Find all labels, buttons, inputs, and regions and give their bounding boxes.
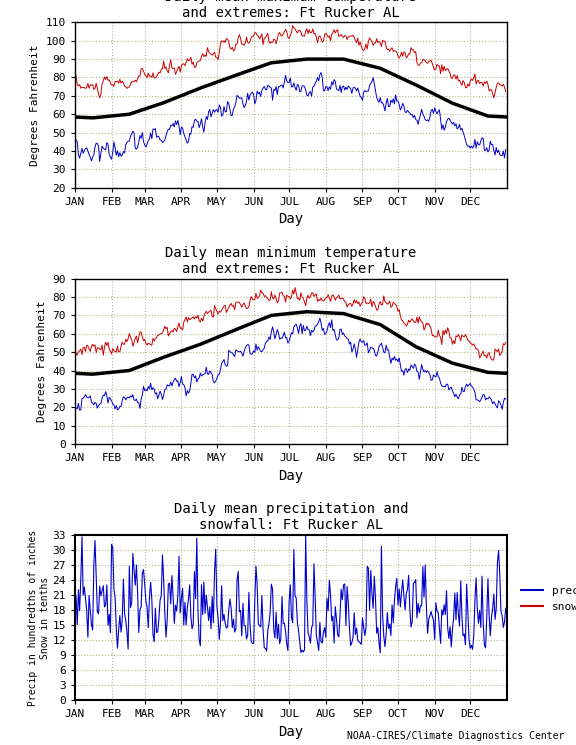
X-axis label: Day: Day	[278, 469, 304, 483]
X-axis label: Day: Day	[278, 212, 304, 226]
Title: Daily mean minimum temperature
and extremes: Ft Rucker AL: Daily mean minimum temperature and extre…	[165, 246, 416, 276]
Y-axis label: Degrees Fahrenheit: Degrees Fahrenheit	[37, 300, 47, 422]
Legend: precip, snow: precip, snow	[517, 582, 576, 616]
X-axis label: Day: Day	[278, 725, 304, 739]
Y-axis label: Degrees Fahrenheit: Degrees Fahrenheit	[30, 44, 40, 166]
Title: Daily mean precipitation and
snowfall: Ft Rucker AL: Daily mean precipitation and snowfall: F…	[173, 502, 408, 533]
Title: Daily mean maximum temperature
and extremes: Ft Rucker AL: Daily mean maximum temperature and extre…	[165, 0, 416, 20]
Y-axis label: Precip in hundredths of inches
Snow in tenths: Precip in hundredths of inches Snow in t…	[28, 530, 50, 706]
Text: NOAA-CIRES/Climate Diagnostics Center: NOAA-CIRES/Climate Diagnostics Center	[347, 732, 564, 741]
